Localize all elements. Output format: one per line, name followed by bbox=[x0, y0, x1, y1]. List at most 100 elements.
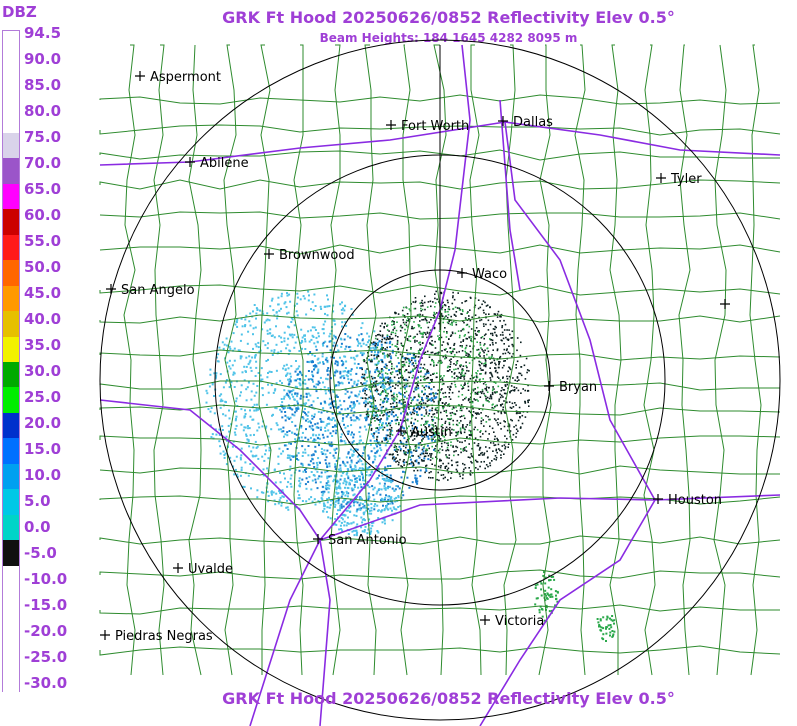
echo-pixel bbox=[312, 439, 315, 442]
echo-pixel bbox=[488, 418, 490, 421]
echo-pixel bbox=[423, 386, 425, 389]
echo-pixel bbox=[252, 466, 255, 469]
echo-pixel bbox=[252, 446, 255, 449]
echo-pixel bbox=[266, 312, 269, 315]
echo-pixel bbox=[222, 450, 225, 453]
echo-pixel bbox=[422, 378, 425, 381]
echo-pixel bbox=[256, 385, 259, 387]
echo-pixel bbox=[221, 425, 224, 428]
echo-pixel bbox=[468, 443, 470, 445]
echo-pixel bbox=[477, 386, 479, 389]
legend-swatch bbox=[3, 285, 19, 312]
echo-pixel bbox=[479, 373, 481, 375]
echo-pixel bbox=[208, 385, 211, 388]
echo-pixel bbox=[314, 478, 317, 481]
echo-pixel bbox=[348, 346, 350, 349]
echo-pixel bbox=[509, 333, 511, 336]
echo-pixel bbox=[423, 424, 425, 426]
echo-pixel bbox=[373, 397, 375, 399]
echo-pixel bbox=[327, 367, 330, 369]
echo-pixel bbox=[395, 329, 398, 332]
echo-pixel bbox=[514, 379, 516, 382]
echo-pixel bbox=[359, 426, 362, 429]
echo-pixel bbox=[379, 414, 381, 417]
county-line bbox=[99, 645, 781, 656]
echo-pixel bbox=[344, 494, 347, 497]
echo-pixel bbox=[349, 395, 352, 398]
echo-pixel bbox=[433, 372, 436, 375]
echo-pixel bbox=[226, 361, 229, 364]
echo-pixel bbox=[553, 578, 556, 581]
echo-pixel bbox=[378, 474, 381, 477]
echo-pixel bbox=[375, 389, 378, 392]
echo-pixel bbox=[348, 481, 351, 484]
echo-pixel bbox=[349, 479, 352, 481]
echo-pixel bbox=[461, 441, 463, 444]
echo-pixel bbox=[287, 311, 290, 314]
echo-pixel bbox=[357, 393, 360, 396]
echo-pixel bbox=[479, 319, 481, 322]
echo-pixel bbox=[297, 459, 300, 461]
echo-pixel bbox=[357, 363, 360, 365]
echo-pixel bbox=[510, 418, 512, 421]
echo-pixel bbox=[349, 416, 352, 419]
echo-pixel bbox=[396, 454, 399, 456]
echo-pixel bbox=[218, 440, 221, 443]
echo-pixel bbox=[402, 386, 404, 388]
echo-pixel bbox=[322, 490, 325, 493]
echo-pixel bbox=[278, 309, 281, 312]
echo-pixel bbox=[363, 506, 366, 509]
echo-pixel bbox=[461, 426, 464, 428]
echo-pixel bbox=[365, 343, 368, 346]
echo-pixel bbox=[495, 458, 497, 461]
echo-pixel bbox=[240, 391, 242, 394]
echo-pixel bbox=[341, 312, 344, 315]
echo-pixel bbox=[379, 444, 382, 447]
echo-pixel bbox=[483, 334, 486, 337]
echo-pixel bbox=[281, 495, 284, 498]
echo-pixel bbox=[404, 453, 407, 456]
echo-pixel bbox=[490, 394, 492, 396]
echo-pixel bbox=[342, 361, 345, 364]
echo-pixel bbox=[406, 349, 408, 352]
county-line bbox=[99, 179, 781, 190]
echo-pixel bbox=[420, 310, 422, 312]
echo-pixel bbox=[315, 348, 318, 351]
echo-pixel bbox=[440, 312, 443, 315]
echo-pixel bbox=[481, 369, 484, 371]
echo-pixel bbox=[452, 296, 454, 299]
echo-pixel bbox=[485, 415, 487, 417]
echo-pixel bbox=[347, 413, 350, 416]
echo-pixel bbox=[324, 320, 327, 323]
echo-pixel bbox=[424, 295, 426, 298]
echo-pixel bbox=[271, 297, 274, 300]
echo-pixel bbox=[415, 478, 418, 481]
echo-pixel bbox=[524, 400, 526, 403]
echo-pixel bbox=[479, 361, 482, 363]
echo-pixel bbox=[254, 354, 257, 357]
echo-pixel bbox=[498, 363, 500, 366]
echo-pixel bbox=[414, 387, 417, 390]
echo-pixel bbox=[425, 450, 427, 452]
echo-pixel bbox=[502, 396, 504, 398]
echo-pixel bbox=[465, 324, 468, 326]
echo-pixel bbox=[376, 445, 379, 448]
echo-pixel bbox=[250, 450, 253, 453]
echo-pixel bbox=[369, 347, 372, 350]
echo-pixel bbox=[405, 440, 408, 443]
echo-pixel bbox=[452, 419, 454, 422]
echo-pixel bbox=[367, 507, 370, 510]
echo-pixel bbox=[484, 372, 487, 375]
echo-pixel bbox=[362, 375, 365, 378]
echo-pixel bbox=[309, 460, 312, 463]
echo-pixel bbox=[295, 379, 298, 382]
echo-pixel bbox=[340, 308, 343, 311]
echo-pixel bbox=[400, 412, 402, 415]
echo-pixel bbox=[402, 445, 405, 447]
echo-pixel bbox=[398, 372, 401, 374]
echo-pixel bbox=[383, 388, 386, 391]
city-marker: Houston bbox=[653, 493, 722, 508]
echo-pixel bbox=[453, 429, 455, 431]
echo-pixel bbox=[344, 333, 347, 335]
